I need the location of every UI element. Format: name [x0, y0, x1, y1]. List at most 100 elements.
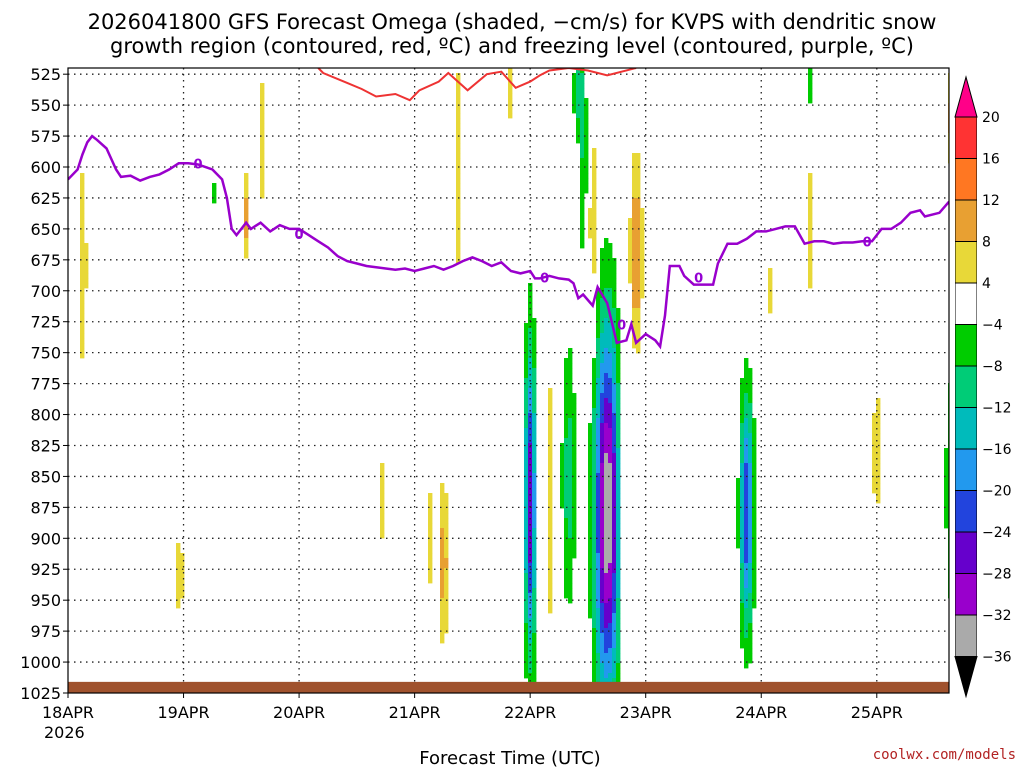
omega-cell: [588, 558, 593, 564]
omega-cell: [636, 188, 641, 194]
omega-cell: [616, 398, 621, 404]
colorbar-band: [955, 531, 977, 574]
omega-cell: [600, 383, 605, 389]
omega-cell: [588, 518, 593, 524]
omega-cell: [548, 573, 553, 579]
omega-cell: [532, 318, 537, 324]
omega-cell: [380, 488, 385, 494]
omega-cell: [508, 103, 513, 109]
omega-cell: [176, 568, 181, 574]
omega-cell: [612, 343, 617, 349]
omega-cell: [636, 253, 641, 259]
omega-cell: [736, 493, 741, 499]
omega-cell: [608, 373, 613, 379]
omega-cell: [568, 528, 573, 534]
omega-cell: [564, 418, 569, 424]
omega-cell: [600, 448, 605, 454]
omega-cell: [592, 243, 597, 249]
omega-cell: [180, 568, 185, 574]
omega-cell: [524, 358, 529, 364]
omega-cell: [596, 358, 601, 364]
omega-cell: [588, 478, 593, 484]
omega-cell: [532, 448, 537, 454]
omega-cell: [444, 593, 449, 599]
omega-cell: [576, 78, 581, 84]
omega-cell: [608, 493, 613, 499]
omega-cell: [608, 488, 613, 494]
omega-cell: [600, 648, 605, 654]
omega-cell: [744, 383, 749, 389]
omega-cell: [588, 458, 593, 464]
omega-cell: [600, 573, 605, 579]
omega-cell: [524, 588, 529, 594]
omega-cell: [600, 588, 605, 594]
omega-cell: [944, 463, 949, 469]
omega-cell: [604, 333, 609, 339]
omega-cell: [608, 443, 613, 449]
omega-cell: [612, 608, 617, 614]
omega-cell: [608, 333, 613, 339]
omega-cell: [428, 498, 433, 504]
omega-cell: [632, 293, 637, 299]
omega-cell: [632, 338, 637, 344]
omega-cell: [548, 563, 553, 569]
omega-cell: [632, 308, 637, 314]
omega-cell: [748, 493, 753, 499]
omega-cell: [580, 153, 585, 159]
omega-cell: [752, 438, 757, 444]
omega-cell: [604, 413, 609, 419]
omega-cell: [608, 503, 613, 509]
omega-cell: [604, 403, 609, 409]
omega-cell: [456, 188, 461, 194]
colorbar-band: [955, 199, 977, 242]
omega-cell: [244, 228, 249, 234]
omega-cell: [596, 383, 601, 389]
omega-cell: [532, 333, 537, 339]
omega-cell: [612, 673, 617, 679]
omega-cell: [944, 513, 949, 519]
omega-cell: [616, 523, 621, 529]
omega-cell: [604, 453, 609, 459]
omega-cell: [440, 608, 445, 614]
omega-cell: [592, 383, 597, 389]
omega-cell: [636, 268, 641, 274]
omega-cell: [260, 178, 265, 184]
omega-cell: [580, 143, 585, 149]
omega-cell: [944, 448, 949, 454]
omega-cell: [588, 548, 593, 554]
omega-cell: [616, 553, 621, 559]
omega-cell: [440, 518, 445, 524]
omega-cell: [616, 573, 621, 579]
omega-cell: [740, 378, 745, 384]
omega-cell: [528, 513, 533, 519]
omega-cell: [568, 573, 573, 579]
omega-cell: [592, 623, 597, 629]
omega-cell: [752, 423, 757, 429]
omega-cell: [568, 498, 573, 504]
omega-cell: [592, 468, 597, 474]
omega-cell: [748, 433, 753, 439]
omega-cell: [260, 173, 265, 179]
omega-cell: [548, 418, 553, 424]
omega-cell: [80, 328, 85, 334]
omega-cell: [176, 558, 181, 564]
omega-cell: [548, 448, 553, 454]
omega-cell: [528, 313, 533, 319]
omega-cell: [744, 528, 749, 534]
omega-cell: [604, 258, 609, 264]
omega-cell: [524, 618, 529, 624]
omega-cell: [596, 413, 601, 419]
omega-cell: [532, 623, 537, 629]
omega-cell: [744, 618, 749, 624]
colorbar-label: −4: [982, 318, 1003, 334]
omega-cell: [752, 453, 757, 459]
omega-cell: [80, 183, 85, 189]
omega-cell: [532, 503, 537, 509]
colorbar-band: [955, 573, 977, 616]
omega-cell: [564, 593, 569, 599]
omega-cell: [608, 568, 613, 574]
omega-cell: [808, 178, 813, 184]
omega-cell: [572, 403, 577, 409]
omega-cell: [612, 513, 617, 519]
omega-cell: [564, 408, 569, 414]
